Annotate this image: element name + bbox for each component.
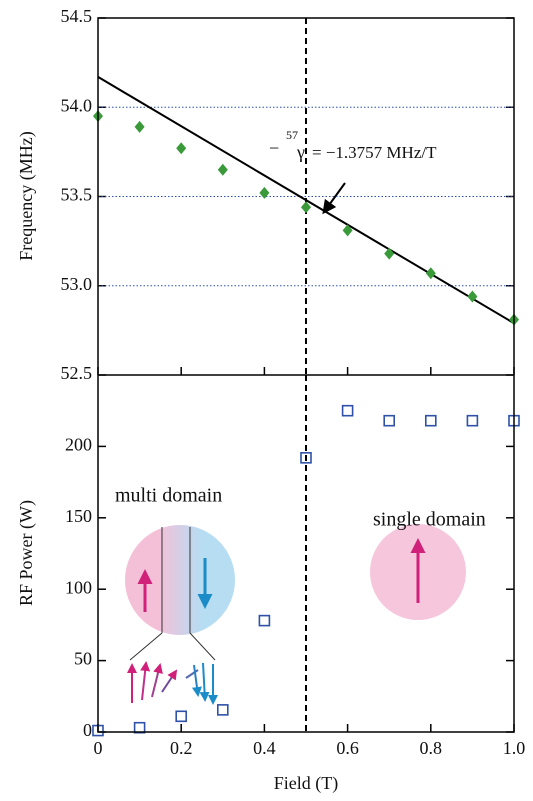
marker	[133, 721, 146, 734]
marker	[424, 414, 437, 427]
marker	[300, 452, 312, 464]
y-axis-title: RF Power (W)	[16, 500, 37, 606]
y-tick-label: 52.5	[61, 363, 93, 383]
y-tick-label: 50	[74, 649, 92, 669]
marker	[259, 186, 270, 199]
y-tick-label: 150	[65, 506, 92, 526]
x-tick-label: 0.4	[253, 738, 276, 758]
marker	[258, 614, 271, 627]
y-tick-label: 53.0	[61, 274, 93, 294]
x-tick-label: 0.2	[170, 738, 193, 758]
y-tick-label: 53.5	[61, 185, 93, 205]
annotation: 57	[286, 128, 298, 142]
marker	[175, 710, 187, 723]
marker	[383, 414, 396, 427]
fit-line	[97, 76, 515, 325]
marker	[301, 201, 311, 214]
annotation: γ	[296, 142, 305, 162]
x-axis-title: Field (T)	[274, 773, 339, 794]
y-tick-label: 100	[65, 577, 92, 597]
marker	[217, 163, 228, 176]
marker	[467, 290, 478, 303]
annotation: −	[269, 138, 279, 158]
x-tick-label: 0.8	[420, 738, 443, 758]
annotation: multi domain	[115, 485, 222, 507]
y-tick-label: 54.0	[61, 95, 93, 115]
y-axis-title: Frequency (MHz)	[16, 131, 37, 260]
annotation: single domain	[373, 509, 486, 531]
marker	[217, 704, 229, 716]
y-tick-label: 54.5	[61, 6, 93, 26]
marker	[134, 120, 145, 133]
marker	[425, 267, 436, 280]
y-tick-label: 200	[65, 435, 92, 455]
marker	[176, 142, 187, 155]
x-tick-label: 0.6	[336, 738, 359, 758]
domain-illustration	[125, 182, 466, 705]
y-tick-label: 0	[83, 720, 92, 740]
marker	[384, 247, 395, 260]
marker	[341, 404, 354, 417]
marker	[342, 224, 353, 237]
marker	[466, 414, 479, 427]
x-tick-label: 1.0	[503, 738, 526, 758]
annotation: = −1.3757 MHz/T	[312, 143, 437, 162]
x-tick-label: 0	[94, 738, 103, 758]
